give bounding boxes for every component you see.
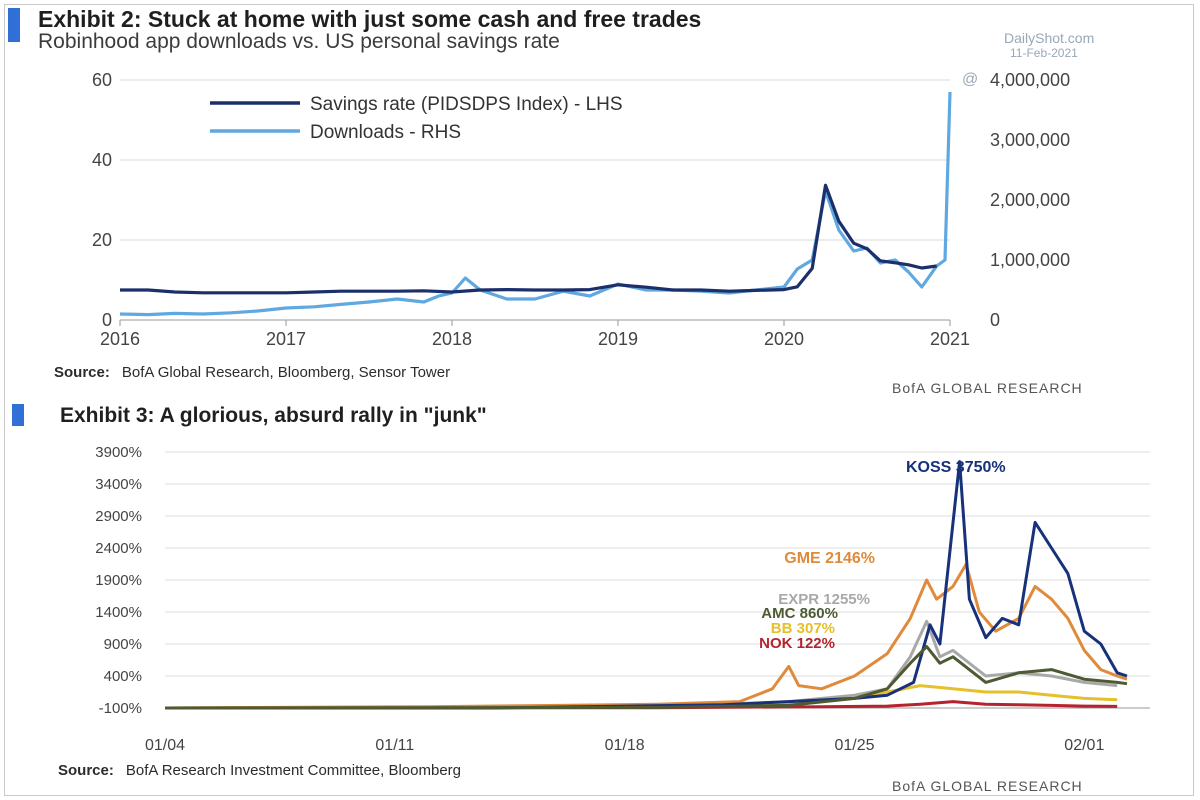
y-tick-label: 400%: [104, 668, 142, 685]
series-line-downloads: [119, 91, 952, 317]
series-line-amc: [164, 645, 1128, 710]
watermark-handle: @: [962, 71, 978, 88]
series-line-gme: [164, 562, 1128, 710]
exhibit-2-left-axis: 0 20 40 60: [92, 70, 112, 330]
x-tick-label: 2016: [100, 329, 140, 349]
exhibit-2-source-text: BofA Global Research, Bloomberg, Sensor …: [121, 364, 451, 381]
exhibit-3-chart: -100% 400% 900% 1400% 1900% 2400% 2900% 3400% 39…: [95, 444, 1150, 754]
exhibit-2-chart: 0 20 40 60 0 1,000,000 2,000,000 3,000,000 4,00…: [92, 70, 1070, 349]
y-tick-label: -100%: [99, 700, 142, 717]
right-tick-label: 4,000,000: [990, 70, 1070, 90]
right-tick-label: 1,000,000: [990, 250, 1070, 270]
figure-frame: [4, 4, 1194, 796]
left-tick-label: 60: [92, 70, 112, 90]
legend-label: Savings rate (PIDSDPS Index) - LHS: [310, 94, 623, 115]
series-label-gme: GME 2146%: [784, 550, 875, 567]
left-tick-label: 20: [92, 230, 112, 250]
exhibit-2-series: [119, 91, 952, 317]
y-tick-label: 1400%: [95, 604, 142, 621]
exhibit-2-legend: Savings rate (PIDSDPS Index) - LHS Downlo…: [210, 94, 623, 143]
exhibit-2-x-axis: 2016 2017 2018 2019 2020 2021: [100, 320, 970, 349]
exhibit-2-right-axis: 0 1,000,000 2,000,000 3,000,000 4,000,000: [990, 70, 1070, 330]
x-tick-label: 01/18: [605, 737, 645, 754]
exhibit-2-marker: [8, 8, 20, 42]
exhibit-3-y-axis: -100% 400% 900% 1400% 1900% 2400% 2900% 3400% 39…: [95, 444, 142, 717]
y-tick-label: 900%: [104, 636, 142, 653]
exhibit-3-series: [164, 460, 1128, 710]
exhibit-3-source: Source: BofA Research Investment Committe…: [58, 762, 461, 779]
series-line-expr: [164, 619, 1118, 710]
exhibit-2-title: Exhibit 2: Stuck at home with just some …: [38, 6, 702, 32]
series-label-nok: NOK 122%: [759, 635, 835, 652]
exhibit-3-title: Exhibit 3: A glorious, absurd rally in "…: [60, 404, 487, 427]
series-label-expr: EXPR 1255%: [778, 591, 870, 608]
exhibit-3-source-label: Source:: [58, 762, 114, 779]
exhibit-3-credit: BofA GLOBAL RESEARCH: [892, 778, 1083, 794]
right-tick-label: 2,000,000: [990, 190, 1070, 210]
watermark-date: 11-Feb-2021: [1010, 46, 1078, 60]
series-line-savings-rate: [120, 183, 937, 295]
x-tick-label: 02/01: [1064, 737, 1104, 754]
exhibit-3-x-axis: 01/04 01/11 01/18 01/25 02/01: [145, 737, 1104, 754]
y-tick-label: 3900%: [95, 444, 142, 461]
x-tick-label: 01/04: [145, 737, 185, 754]
left-tick-label: 0: [102, 310, 112, 330]
x-tick-label: 2017: [266, 329, 306, 349]
exhibit-2-gridlines: [120, 79, 950, 321]
x-tick-label: 2020: [764, 329, 804, 349]
y-tick-label: 2400%: [95, 540, 142, 557]
x-tick-label: 2018: [432, 329, 472, 349]
exhibit-2-subtitle: Robinhood app downloads vs. US personal …: [38, 30, 560, 53]
right-tick-label: 3,000,000: [990, 130, 1070, 150]
series-label-amc: AMC 860%: [761, 605, 838, 622]
exhibit-2-credit: BofA GLOBAL RESEARCH: [892, 380, 1083, 396]
y-tick-label: 3400%: [95, 476, 142, 493]
exhibit-3-series-labels: KOSS 3750% GME 2146% EXPR 1255%AMC 860%BB …: [759, 459, 1005, 652]
exhibit-2-source-label: Source:: [54, 364, 110, 381]
legend-label: Downloads - RHS: [310, 122, 461, 143]
x-tick-label: 2019: [598, 329, 638, 349]
exhibit-3-marker: [12, 404, 24, 426]
series-label-bb: BB 307%: [771, 620, 835, 637]
exhibit-3-gridlines: [165, 451, 1150, 709]
watermark-site: DailyShot.com: [1004, 30, 1095, 46]
x-tick-label: 2021: [930, 329, 970, 349]
x-tick-label: 01/11: [375, 737, 414, 754]
x-tick-label: 01/25: [834, 737, 874, 754]
exhibit-2-source: Source: BofA Global Research, Bloomberg, …: [54, 364, 450, 381]
series-line-koss: [165, 460, 1128, 710]
left-tick-label: 40: [92, 150, 112, 170]
series-label-koss: KOSS 3750%: [906, 459, 1006, 476]
right-tick-label: 0: [990, 310, 1000, 330]
y-tick-label: 2900%: [95, 508, 142, 525]
y-tick-label: 1900%: [95, 572, 142, 589]
exhibit-3-source-text: BofA Research Investment Committee, Bloo…: [125, 762, 462, 779]
